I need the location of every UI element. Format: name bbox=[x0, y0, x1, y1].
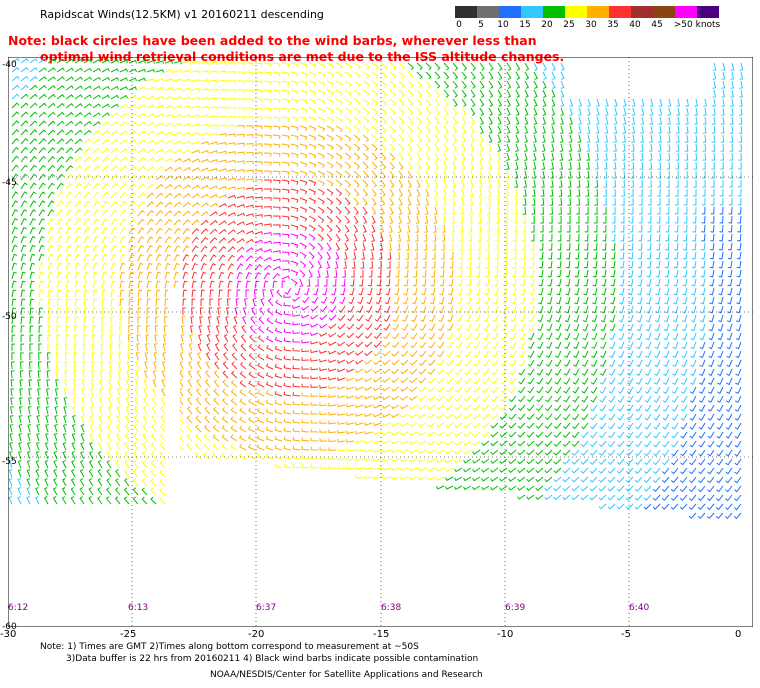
longitude-label: -5 bbox=[621, 629, 631, 640]
scale-label: 0 bbox=[456, 20, 462, 30]
longitude-label: -10 bbox=[497, 629, 514, 640]
longitude-label: -20 bbox=[248, 629, 265, 640]
scale-swatch bbox=[543, 6, 565, 18]
time-label: 6:39 bbox=[505, 603, 525, 613]
time-label: 6:12 bbox=[8, 603, 28, 613]
latitude-label: -45 bbox=[2, 178, 17, 188]
scale-label: 15 bbox=[519, 20, 531, 30]
scale-label: 30 bbox=[585, 20, 597, 30]
scale-label: 25 bbox=[563, 20, 575, 30]
scale-label: 20 bbox=[541, 20, 553, 30]
latitude-label: -40 bbox=[2, 60, 17, 70]
scale-label: 10 bbox=[497, 20, 509, 30]
scale-swatch bbox=[631, 6, 653, 18]
scale-swatch bbox=[477, 6, 499, 18]
wind-barb-map: 6:12 6:13 6:37 6:38 6:39 6:40 bbox=[8, 57, 753, 627]
scale-label: 40 bbox=[629, 20, 641, 30]
lat-lon-grid bbox=[8, 57, 753, 627]
scale-swatch bbox=[455, 6, 477, 18]
wind-barbs-layer bbox=[8, 57, 744, 627]
latitude-label: -60 bbox=[2, 622, 17, 632]
swath-gap bbox=[168, 287, 180, 627]
scale-label: 45 bbox=[651, 20, 663, 30]
time-label: 6:40 bbox=[629, 603, 649, 613]
footer-credit: NOAA/NESDIS/Center for Satellite Applica… bbox=[210, 670, 483, 680]
footer-note-2: 3)Data buffer is 22 hrs from 20160211 4)… bbox=[66, 654, 479, 664]
time-label: 6:37 bbox=[256, 603, 276, 613]
scale-swatch bbox=[697, 6, 719, 18]
scale-swatch bbox=[499, 6, 521, 18]
scale-swatch bbox=[675, 6, 697, 18]
scale-swatch bbox=[609, 6, 631, 18]
wind-speed-color-scale bbox=[455, 6, 719, 18]
time-label: 6:13 bbox=[128, 603, 148, 613]
latitude-label: -55 bbox=[2, 457, 17, 467]
scale-swatch bbox=[587, 6, 609, 18]
scale-swatch bbox=[521, 6, 543, 18]
time-label: 6:38 bbox=[381, 603, 401, 613]
scale-label: 35 bbox=[607, 20, 619, 30]
longitude-label: -25 bbox=[120, 629, 137, 640]
latitude-label: -50 bbox=[2, 312, 17, 322]
scale-swatch bbox=[565, 6, 587, 18]
scale-label: 5 bbox=[478, 20, 484, 30]
map-title: Rapidscat Winds(12.5KM) v1 20160211 desc… bbox=[40, 8, 324, 21]
time-labels: 6:12 6:13 6:37 6:38 6:39 6:40 bbox=[8, 603, 649, 613]
footer-note-1: Note: 1) Times are GMT 2)Times along bot… bbox=[40, 642, 419, 652]
longitude-label: -15 bbox=[373, 629, 390, 640]
scale-swatch bbox=[653, 6, 675, 18]
longitude-label: -30 bbox=[0, 629, 17, 640]
longitude-label: 0 bbox=[735, 629, 742, 640]
scale-label: >50 knots bbox=[673, 20, 721, 30]
note-line-1: Note: black circles have been added to t… bbox=[8, 33, 537, 48]
